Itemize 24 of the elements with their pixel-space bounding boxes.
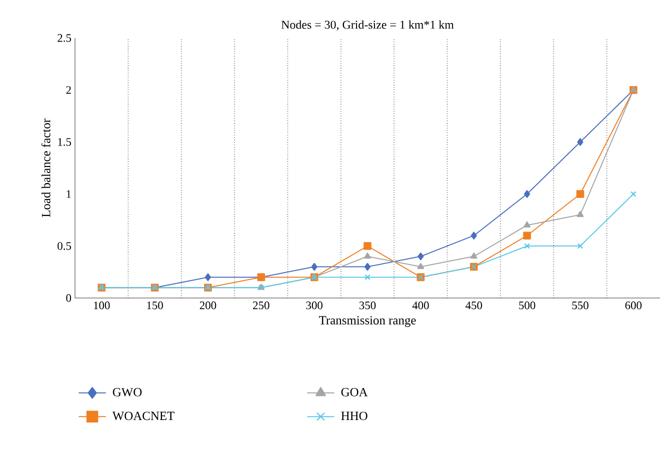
x-tick-label: 500 — [519, 302, 536, 310]
legend-label: WOACNET — [112, 412, 174, 420]
x-tick-label: 550 — [572, 302, 588, 310]
y-tick-label: 2.5 — [58, 34, 72, 42]
x-tick-label: 150 — [147, 302, 163, 310]
x-tick-label: 200 — [200, 302, 216, 310]
legend-label: GOA — [341, 388, 368, 396]
y-tick-label: 1.5 — [58, 138, 72, 146]
y-tick-label: 2 — [66, 86, 71, 94]
x-tick-label: 100 — [94, 302, 110, 310]
y-tick-label: 0.5 — [58, 242, 72, 250]
y-tick-label: 0 — [66, 294, 72, 302]
x-axis-title: Transmission range — [319, 316, 416, 328]
x-tick-label: 600 — [625, 302, 642, 310]
legend-label: HHO — [341, 412, 368, 420]
x-tick-label: 350 — [359, 302, 376, 310]
x-tick-label: 250 — [253, 302, 270, 310]
chart-title: Nodes = 30, Grid-size = 1 km*1 km — [281, 20, 454, 31]
x-tick-label: 400 — [412, 302, 429, 310]
x-tick-label: 450 — [465, 302, 482, 310]
y-axis-title: Load balance factor — [41, 118, 50, 218]
y-tick-label: 1 — [66, 190, 71, 198]
legend-label: GWO — [112, 388, 142, 396]
x-tick-label: 300 — [306, 302, 322, 310]
